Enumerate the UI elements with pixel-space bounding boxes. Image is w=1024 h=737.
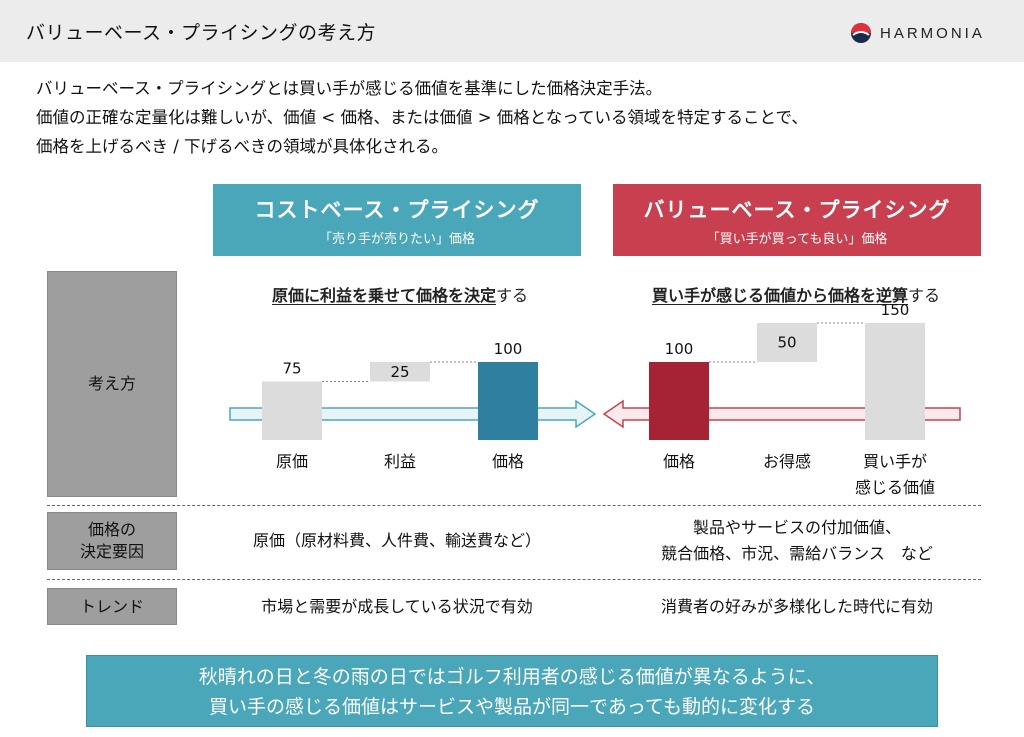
data-label: 100 xyxy=(494,340,523,358)
tick-label: 原価 xyxy=(276,452,308,471)
row-label-factors-line: 価格の xyxy=(87,520,136,539)
row-label-trend: トレンド xyxy=(47,588,177,625)
value-based-header: バリューベース・プライシング 「買い手が買っても良い」価格 xyxy=(613,184,981,256)
cost-based-subtitle: 「売り手が売りたい」価格 xyxy=(318,232,475,247)
tick-label: 利益 xyxy=(384,452,416,471)
row-divider xyxy=(47,579,981,580)
intro-text: バリューベース・プライシングとは買い手が感じる価値を基準にした価格決定手法。 価… xyxy=(36,74,808,161)
bar xyxy=(865,323,925,440)
data-label: 75 xyxy=(282,360,301,378)
value-factors-line: 競合価格、市況、需給バランス など xyxy=(661,544,933,563)
cost-trend: 市場と需要が成長している状況で有効 xyxy=(261,597,533,616)
intro-line: 価格を上げるべき / 下げるべきの領域が具体化される。 xyxy=(36,137,449,156)
tick-label: 感じる価値 xyxy=(855,478,935,497)
bar xyxy=(370,362,430,382)
bar xyxy=(478,362,538,440)
cost-chart: 75 原価 25 利益 100 価格 xyxy=(262,340,538,471)
cost-method: 原価に利益を乗せて価格を決定する xyxy=(240,282,560,306)
cost-factors: 原価（原材料費、人件費、輸送費など） xyxy=(252,531,541,550)
bar xyxy=(757,323,817,362)
bottom-callout-line: 秋晴れの日と冬の雨の日ではゴルフ利用者の感じる価値が異なるように、 xyxy=(198,666,826,688)
cost-method-bold: 原価に利益を乗せて価格を決定 xyxy=(271,286,496,305)
bottom-callout: 秋晴れの日と冬の雨の日ではゴルフ利用者の感じる価値が異なるように、 買い手の感じ… xyxy=(86,655,938,727)
value-factors-line: 製品やサービスの付加価値、 xyxy=(692,518,901,537)
value-trend: 消費者の好みが多様化した時代に有効 xyxy=(660,597,933,616)
page-title: バリューベース・プライシングの考え方 xyxy=(26,22,377,44)
tick-label: 買い手が xyxy=(863,452,927,471)
logo-mark-icon xyxy=(851,23,871,43)
intro-line: バリューベース・プライシングとは買い手が感じる価値を基準にした価格決定手法。 xyxy=(36,79,663,98)
value-method-tail: する xyxy=(908,286,941,305)
row-label-approach-text: 考え方 xyxy=(87,374,136,393)
data-label: 100 xyxy=(665,340,694,358)
tick-label: 価格 xyxy=(492,452,524,471)
value-based-subtitle: 「買い手が買っても良い」価格 xyxy=(706,232,888,247)
value-chart: 100 価格 50 お得感 150 買い手が感じる価値 xyxy=(649,301,935,497)
value-method: 買い手が感じる価値から価格を逆算する xyxy=(612,282,980,306)
logo-text: HARMONIA xyxy=(880,24,985,42)
data-label: 25 xyxy=(390,363,409,381)
value-based-title: バリューベース・プライシング xyxy=(643,198,951,222)
tick-label: 価格 xyxy=(663,452,695,471)
bar xyxy=(262,381,322,440)
row-label-approach: 考え方 xyxy=(47,271,177,497)
bar xyxy=(649,362,709,440)
cost-method-tail: する xyxy=(496,286,529,305)
value-factors: 製品やサービスの付加価値、 競合価格、市況、需給バランス など xyxy=(613,515,981,567)
value-method-bold: 買い手が感じる価値から価格を逆算 xyxy=(651,286,908,305)
intro-line: 価値の正確な定量化は難しいが、価値 < 価格、または価値 > 価格となっている領… xyxy=(36,108,808,127)
row-divider xyxy=(47,505,981,506)
row-label-factors-line: 決定要因 xyxy=(79,542,144,561)
cost-based-title: コストベース・プライシング xyxy=(254,198,540,222)
tick-label: お得感 xyxy=(763,452,811,471)
row-label-trend-text: トレンド xyxy=(79,596,144,616)
row-label-factors: 価格の 決定要因 xyxy=(47,512,177,570)
cost-based-header: コストベース・プライシング 「売り手が売りたい」価格 xyxy=(213,184,581,256)
data-label: 150 xyxy=(881,301,910,319)
harmonia-logo: HARMONIA xyxy=(850,18,985,48)
data-label: 50 xyxy=(777,334,796,352)
bottom-callout-line: 買い手の感じる価値はサービスや製品が同一であっても動的に変化する xyxy=(209,696,815,718)
